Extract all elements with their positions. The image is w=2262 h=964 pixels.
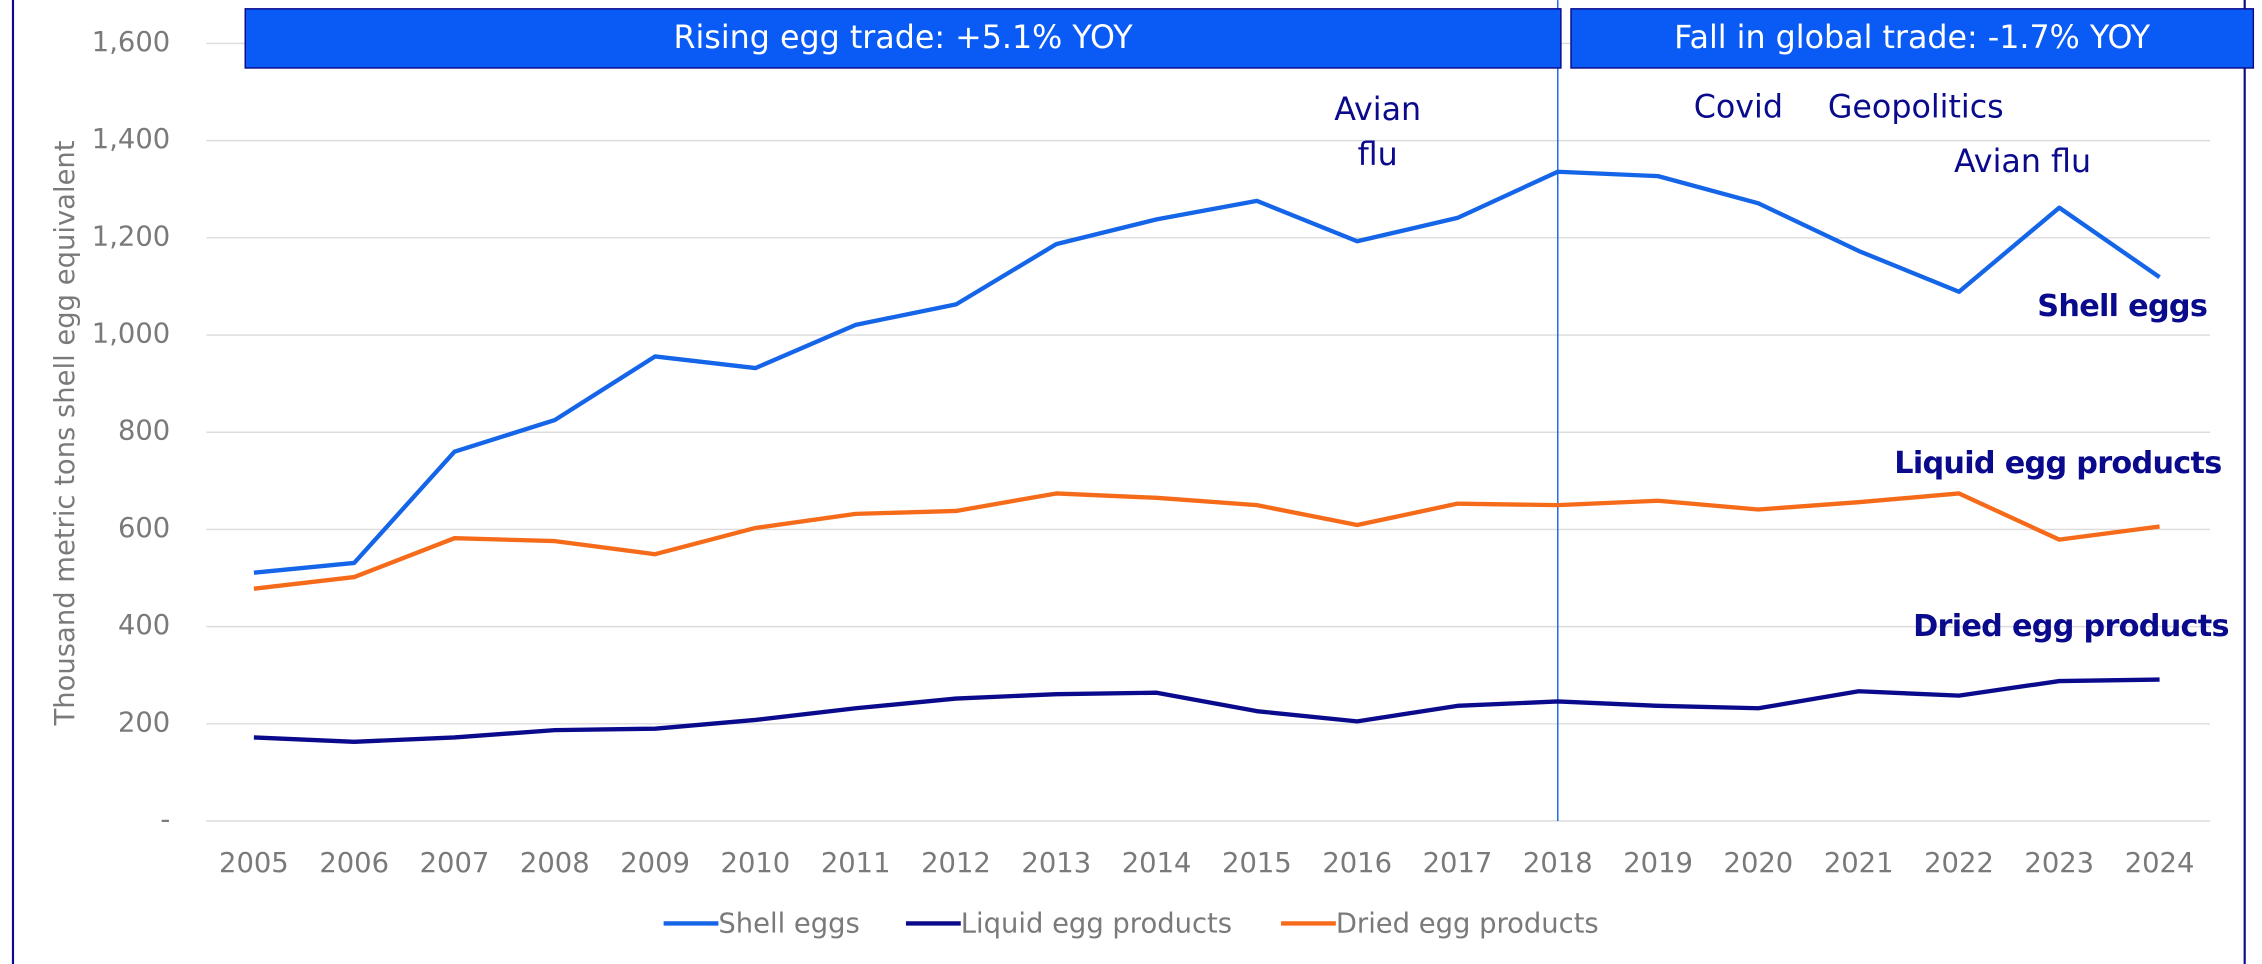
x-tick-label: 2021 bbox=[1824, 848, 1894, 879]
x-tick-label: 2010 bbox=[721, 848, 791, 879]
y-tick-label: 600 bbox=[118, 513, 170, 544]
series-line bbox=[253, 491, 2160, 591]
annotation: Avian flu bbox=[1954, 144, 2091, 180]
legend-label: Liquid egg products bbox=[961, 908, 1232, 939]
annotation: Covid bbox=[1694, 89, 1783, 125]
x-tick-label: 2007 bbox=[420, 848, 490, 879]
legend-label: Dried egg products bbox=[1336, 908, 1599, 939]
banner-text: Rising egg trade: +5.1% YOY bbox=[673, 20, 1133, 56]
y-tick-label: 1,200 bbox=[92, 221, 170, 252]
legend-label: Shell eggs bbox=[718, 908, 859, 939]
annotation: flu bbox=[1358, 137, 1398, 173]
x-tick-label: 2008 bbox=[520, 848, 590, 879]
line-label: Dried egg products bbox=[1913, 609, 2229, 644]
x-tick-label: 2013 bbox=[1021, 848, 1091, 879]
banner-text: Fall in global trade: -1.7% YOY bbox=[1674, 20, 2151, 56]
x-tick-label: 2012 bbox=[921, 848, 991, 879]
y-tick-label: 1,000 bbox=[92, 319, 170, 350]
y-tick-label: 200 bbox=[118, 707, 170, 738]
y-axis-label: Thousand metric tons shell egg equivalen… bbox=[50, 140, 81, 726]
series-line bbox=[253, 677, 2160, 744]
y-tick-label: 1,400 bbox=[92, 124, 170, 155]
x-tick-label: 2020 bbox=[1724, 848, 1794, 879]
y-tick-label: 800 bbox=[118, 416, 170, 447]
x-tick-label: 2019 bbox=[1623, 848, 1693, 879]
x-tick-label: 2017 bbox=[1423, 848, 1493, 879]
x-tick-label: 2011 bbox=[821, 848, 891, 879]
x-tick-label: 2024 bbox=[2125, 848, 2195, 879]
y-tick-label: 1,600 bbox=[92, 27, 170, 58]
x-tick-label: 2023 bbox=[2024, 848, 2094, 879]
x-tick-label: 2015 bbox=[1222, 848, 1292, 879]
x-tick-label: 2022 bbox=[1924, 848, 1994, 879]
x-tick-label: 2018 bbox=[1523, 848, 1593, 879]
frame bbox=[11, 0, 2246, 964]
x-tick-label: 2016 bbox=[1322, 848, 1392, 879]
line-label: Liquid egg products bbox=[1894, 446, 2221, 481]
y-tick-label: 400 bbox=[118, 610, 170, 641]
x-tick-label: 2014 bbox=[1122, 848, 1192, 879]
line-label: Shell eggs bbox=[2037, 289, 2207, 324]
annotation: Avian bbox=[1334, 92, 1421, 128]
x-tick-label: 2005 bbox=[219, 848, 289, 879]
y-tick-label: - bbox=[160, 805, 170, 836]
x-tick-label: 2006 bbox=[319, 848, 389, 879]
x-tick-label: 2009 bbox=[620, 848, 690, 879]
annotation: Geopolitics bbox=[1828, 89, 2004, 125]
banner bbox=[244, 8, 1562, 69]
series-line bbox=[253, 169, 2161, 575]
banner bbox=[1570, 8, 2255, 69]
